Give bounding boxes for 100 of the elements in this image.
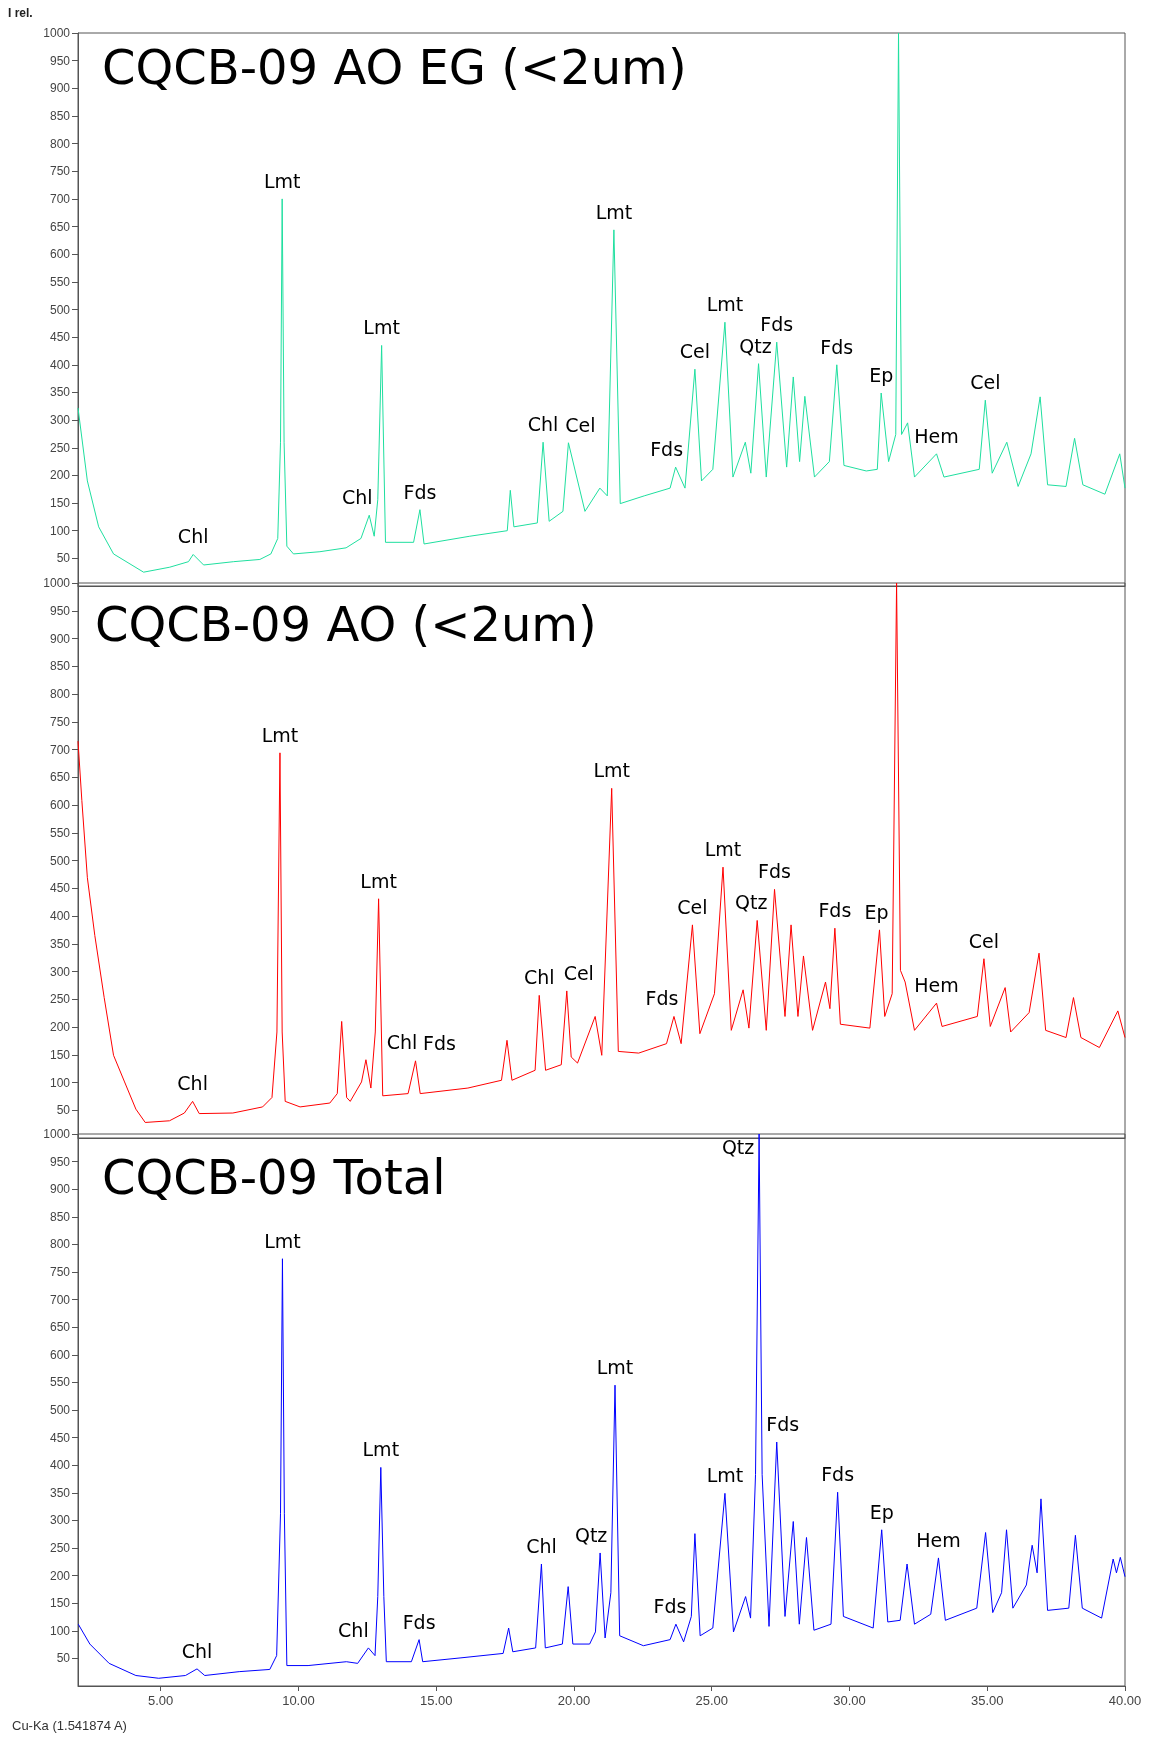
y-tick-label: 450 (49, 881, 71, 896)
annotation: Ep (869, 364, 894, 386)
y-tick-label: 850 (49, 1209, 71, 1224)
annotation: Lmt (593, 759, 630, 782)
annotation: Qtz (574, 1523, 608, 1546)
y-tick-label: 850 (49, 108, 71, 123)
x-tick-label: 35.00 (970, 1693, 1004, 1708)
y-tick-label: 750 (49, 1265, 71, 1279)
y-tick-label: 800 (49, 1237, 71, 1252)
annotation: Lmt (360, 869, 397, 892)
annotation: Chl (341, 486, 373, 509)
y-tick-label: 50 (56, 1651, 71, 1666)
chart-title: CQCB-09 Total (102, 1149, 446, 1205)
annotation: Chl (526, 1535, 557, 1558)
y-tick-label: 850 (49, 659, 71, 674)
y-tick-label: 600 (49, 798, 71, 812)
annotation: Lmt (595, 200, 633, 223)
y-tick-label: 1000 (43, 576, 71, 590)
y-tick-label: 150 (49, 1596, 71, 1611)
y-tick-label: 350 (49, 385, 71, 400)
y-tick-label: 50 (56, 551, 71, 566)
y-tick-label: 200 (49, 1020, 71, 1034)
annotation: Hem (914, 974, 959, 997)
annotation: Fds (650, 438, 684, 461)
annotation: Fds (821, 1463, 855, 1486)
annotation: Qtz (721, 1136, 755, 1158)
annotation: Ep (864, 900, 889, 923)
annotation: Lmt (706, 293, 744, 316)
annotation: Cel (968, 929, 1000, 952)
annotation: Lmt (363, 316, 400, 339)
y-tick-label: 750 (49, 714, 71, 729)
annotation: Fds (423, 1031, 456, 1054)
x-tick-label: 5.00 (148, 1693, 174, 1708)
x-tick-label: 30.00 (833, 1693, 866, 1708)
x-tick-label: 20.00 (557, 1693, 591, 1708)
line-series (77, 32, 1126, 573)
y-tick-label: 100 (49, 1075, 71, 1090)
y-tick-label: 800 (49, 136, 71, 151)
annotation: Lmt (704, 838, 742, 861)
annotation: Chl (338, 1618, 369, 1641)
annotation: Hem (914, 424, 959, 447)
y-tick-label: 600 (49, 1347, 71, 1362)
y-tick-label: 400 (49, 1458, 71, 1473)
y-tick-label: 500 (49, 1403, 71, 1417)
y-tick-label: 750 (49, 164, 71, 179)
y-tick-label: 500 (49, 302, 71, 317)
y-tick-label: 650 (49, 770, 71, 785)
y-tick-label: 600 (49, 247, 71, 262)
annotation: Lmt (596, 1356, 634, 1379)
x-tick-label: 40.00 (1108, 1693, 1142, 1708)
annotation: Fds (645, 987, 679, 1010)
y-tick-label: 900 (49, 631, 71, 646)
annotation: Chl (523, 966, 555, 989)
annotation: Qtz (734, 891, 768, 914)
y-tick-label: 650 (49, 1320, 71, 1335)
y-tick-label: 550 (49, 274, 71, 289)
y-tick-label: 700 (49, 742, 71, 757)
annotation: Chl (177, 1072, 208, 1095)
y-tick-label: 250 (49, 1541, 71, 1555)
annotation: Fds (818, 899, 852, 922)
annotation: Lmt (264, 1229, 301, 1252)
y-tick-label: 800 (49, 687, 71, 701)
annotation: Chl (527, 413, 559, 436)
annotation: Fds (820, 335, 854, 358)
y-tick-label: 150 (49, 496, 71, 511)
annotation: Fds (653, 1595, 687, 1618)
annotation: Hem (916, 1528, 961, 1551)
annotation: Cel (970, 371, 1001, 394)
annotation: Ep (869, 1500, 894, 1523)
annotation: Fds (402, 1610, 436, 1633)
y-tick-label: 300 (49, 964, 71, 979)
annotation: Chl (181, 1639, 213, 1662)
y-tick-label: 100 (49, 523, 71, 538)
y-tick-label: 700 (49, 1292, 71, 1307)
y-tick-label: 550 (49, 825, 71, 840)
y-tick-label: 950 (49, 603, 71, 618)
y-tick-label: 50 (56, 1103, 71, 1118)
y-tick-label: 150 (49, 1047, 71, 1062)
annotation: Cel (563, 961, 594, 984)
annotation: Lmt (706, 1464, 744, 1487)
x-tick-label: 10.00 (282, 1693, 315, 1708)
annotation: Fds (766, 1413, 800, 1436)
y-tick-label: 650 (49, 219, 71, 234)
y-tick-label: 450 (49, 1430, 71, 1445)
annotation: Lmt (263, 169, 301, 192)
annotation: Cel (565, 413, 596, 436)
y-tick-label: 200 (49, 468, 71, 483)
y-tick-label: 250 (49, 440, 71, 455)
annotation: Qtz (739, 334, 772, 357)
annotation: Lmt (261, 723, 299, 746)
y-tick-label: 250 (49, 992, 71, 1007)
chart-title: CQCB-09 AO EG (<2um) (102, 39, 687, 95)
y-tick-label: 400 (49, 909, 71, 923)
y-tick-label: 900 (49, 1182, 71, 1197)
annotation: Fds (758, 860, 791, 883)
annotation: Lmt (362, 1438, 400, 1461)
y-tick-label: 1000 (43, 26, 71, 40)
annotation: Cel (677, 895, 708, 918)
y-tick-label: 300 (49, 1513, 71, 1528)
y-tick-label: 500 (49, 853, 71, 868)
